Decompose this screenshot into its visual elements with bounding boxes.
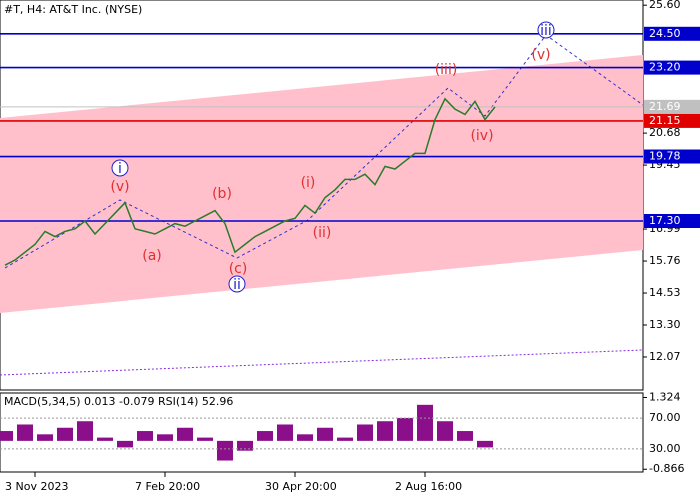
level-label: 21.69 — [649, 100, 681, 113]
wave-label: (iv) — [470, 128, 493, 144]
y-tick-label: 20.68 — [649, 126, 681, 139]
x-tick-label: 7 Feb 20:00 — [135, 480, 200, 493]
level-tag — [644, 113, 700, 128]
wave-label: (v) — [531, 47, 550, 63]
wave-label: iii — [540, 23, 552, 39]
level-label: 19.78 — [649, 150, 681, 163]
wave-label: ii — [233, 277, 241, 293]
macd-bar — [97, 437, 113, 441]
level-tag — [644, 149, 700, 164]
level-tag — [644, 60, 700, 75]
level-label: 17.30 — [649, 214, 681, 227]
wave-circle — [228, 275, 246, 293]
macd-bar — [117, 440, 133, 448]
y-tick-label: -0.866 — [649, 462, 684, 475]
wave-label: (a) — [142, 248, 162, 264]
x-tick-label: 30 Apr 20:00 — [265, 480, 337, 493]
macd-bar — [197, 437, 213, 441]
macd-bar — [277, 424, 293, 441]
y-tick-label: 15.76 — [649, 254, 681, 267]
wave-label: (i) — [301, 175, 316, 191]
macd-bar — [217, 440, 233, 461]
macd-bar — [357, 424, 373, 441]
macd-bar — [37, 434, 53, 441]
y2-tick-label: 30.00 — [649, 442, 681, 455]
macd-bar — [137, 431, 153, 441]
level-label: 24.50 — [649, 27, 681, 40]
macd-bar — [257, 431, 273, 441]
macd-bar — [437, 421, 453, 441]
level-tag — [644, 26, 700, 41]
y-tick-label: 25.60 — [649, 0, 681, 11]
macd-bar — [457, 431, 473, 441]
chart-title: #T, H4: AT&T Inc. (NYSE) — [4, 3, 142, 16]
level-tag — [644, 99, 700, 114]
x-tick-label: 2 Aug 16:00 — [395, 480, 462, 493]
y-tick-label: 12.07 — [649, 350, 681, 363]
wave-label: (c) — [229, 261, 248, 277]
level-label: 21.15 — [649, 114, 681, 127]
wave-label: (iii) — [435, 62, 458, 78]
macd-bar — [177, 427, 193, 441]
y-tick-label: 13.30 — [649, 318, 681, 331]
wave-circle — [111, 159, 129, 177]
macd-bar — [0, 431, 13, 441]
macd-bar — [377, 421, 393, 441]
y-tick-label: 14.53 — [649, 286, 681, 299]
macd-bar — [297, 434, 313, 441]
macd-bar — [237, 440, 253, 451]
macd-bar — [337, 437, 353, 441]
macd-bar — [397, 417, 413, 441]
price-line — [4, 97, 496, 266]
macd-bar — [477, 440, 493, 448]
indicator-title: MACD(5,34,5) 0.013 -0.079 RSI(14) 52.96 — [4, 395, 233, 408]
level-label: 23.20 — [649, 61, 681, 74]
level-tag — [644, 214, 700, 228]
wave-label: (ii) — [313, 225, 332, 241]
macd-bar — [17, 424, 33, 441]
wave-circle — [537, 21, 555, 39]
macd-bar — [57, 427, 73, 441]
x-tick-label: 3 Nov 2023 — [5, 480, 68, 493]
trend-line — [0, 349, 644, 376]
wave-label: (v) — [110, 179, 129, 195]
wave-label: i — [118, 161, 122, 177]
macd-bar — [77, 421, 93, 441]
wave-projection — [4, 34, 644, 269]
macd-bar — [417, 404, 433, 441]
macd-bar — [157, 434, 173, 441]
macd-bar — [317, 427, 333, 441]
y2-tick-label: 70.00 — [649, 411, 681, 424]
channel — [0, 55, 643, 313]
y-tick-label: 1.324 — [649, 390, 681, 403]
wave-label: (b) — [212, 186, 232, 202]
